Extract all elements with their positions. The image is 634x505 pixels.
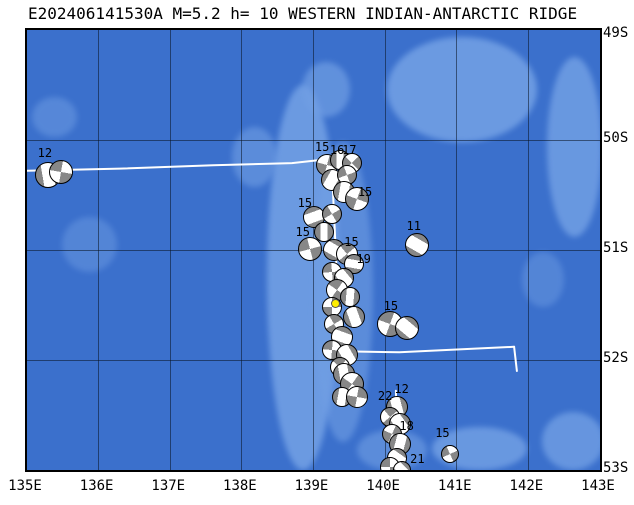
lon-axis-label: 140E: [366, 478, 400, 494]
map-canvas: 12 11 15 16 17 15 15 15 15 19 15 22 12 18 15 21: [25, 28, 602, 472]
figure-title: E202406141530A M=5.2 h= 10 WESTERN INDIA…: [28, 4, 578, 23]
plate-boundary-segment: [339, 345, 516, 354]
lon-axis-label: 137E: [151, 478, 186, 494]
event-day-label: 15: [435, 425, 450, 440]
lat-axis-label: 52S: [603, 350, 629, 366]
lon-axis-label: 142E: [509, 478, 544, 494]
lat-axis-label: 50S: [603, 130, 629, 146]
focal-mechanism-beachball: [440, 444, 459, 463]
event-day-label: 16: [329, 142, 345, 157]
event-day-label: 21: [410, 452, 425, 466]
event-day-label: 15: [383, 299, 399, 314]
event-day-label: 15: [295, 225, 310, 240]
focal-mechanism-beachball: [395, 316, 420, 341]
focal-mechanism-beachball: [49, 159, 74, 184]
focal-mechanism-beachball: [297, 236, 322, 261]
lon-axis-label: 143E: [581, 478, 615, 494]
epicenter-dot: [331, 299, 341, 309]
focal-mechanism-beachball: [345, 187, 370, 212]
focal-mechanism-beachball: [346, 386, 369, 409]
plate-boundary-segment: [27, 157, 333, 172]
shallow-bathymetry-patch: [542, 412, 600, 470]
event-day-label: 12: [394, 381, 409, 396]
event-day-label: 22: [377, 389, 393, 404]
shallow-bathymetry-patch: [302, 62, 350, 117]
event-day-label: 15: [314, 139, 330, 154]
lon-axis-label: 136E: [79, 478, 114, 494]
event-day-label: 19: [356, 251, 371, 266]
grid-line-parallel: [27, 359, 600, 361]
shallow-bathymetry-patch: [387, 37, 537, 142]
focal-mechanism-beachball: [314, 222, 335, 243]
focal-mechanism-beachball: [322, 203, 343, 224]
lat-axis-label: 53S: [603, 460, 629, 476]
shallow-bathymetry-patch: [522, 252, 564, 307]
focal-mechanism-beachball: [404, 232, 429, 257]
event-day-label: 18: [399, 419, 414, 433]
event-day-label: 11: [406, 218, 421, 233]
shallow-bathymetry-patch: [62, 217, 117, 272]
shallow-bathymetry-patch: [547, 57, 600, 237]
grid-line-parallel: [27, 139, 600, 141]
focal-mechanism-beachball: [343, 306, 366, 329]
event-day-label: 12: [37, 146, 53, 161]
lon-axis-label: 138E: [223, 478, 257, 494]
lon-axis-label: 139E: [294, 478, 329, 494]
event-day-label: 15: [344, 235, 359, 250]
event-day-label: 15: [297, 195, 313, 210]
event-day-label: 17: [342, 142, 357, 157]
lat-axis-label: 49S: [603, 25, 629, 41]
shallow-bathymetry-patch: [232, 127, 277, 187]
event-day-label: 15: [357, 184, 373, 199]
shallow-bathymetry-patch: [32, 97, 77, 137]
lon-axis-label: 141E: [437, 478, 472, 494]
lon-axis-label: 135E: [8, 478, 42, 494]
plate-boundary-segment: [513, 345, 518, 372]
lat-axis-label: 51S: [603, 240, 629, 256]
